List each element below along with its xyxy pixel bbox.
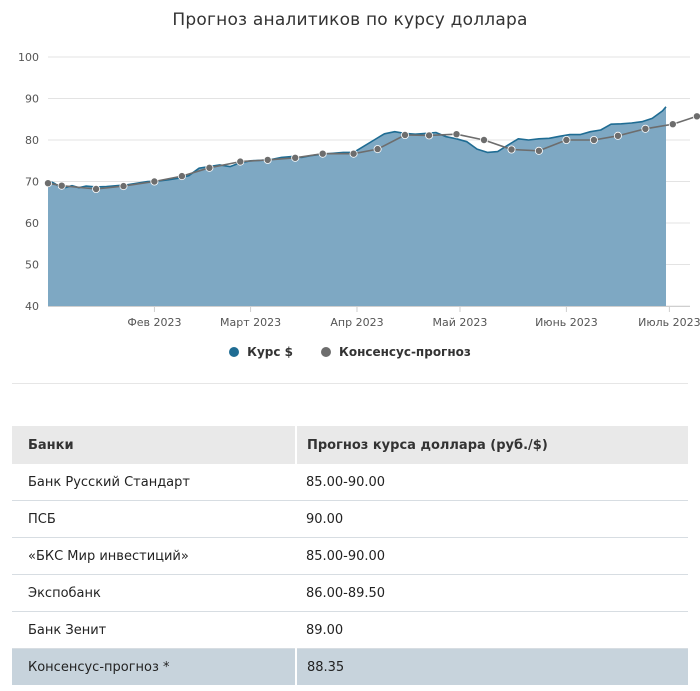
forecast-point	[425, 131, 434, 140]
table-row: ПСБ 90.00	[12, 500, 688, 538]
table-cell-bank: «БКС Мир инвестиций»	[12, 537, 296, 575]
table-cell-bank: Экспобанк	[12, 574, 296, 612]
series-forecast-layer	[44, 112, 700, 193]
chart-plot: 40 50 60 70 80 90 100 Фев 2023 Март 2023 Апр 2023…	[18, 51, 700, 329]
x-tick-label: Июль 2023	[638, 316, 700, 329]
table-cell-total-label: Консенсус-прогноз *	[12, 648, 296, 685]
table-header-banks: Банки	[12, 426, 296, 464]
forecast-point	[613, 131, 622, 140]
forecast-point	[349, 149, 358, 158]
legend: Курс $ Консенсус-прогноз	[0, 345, 700, 359]
table-row-total: Консенсус-прогноз * 88.35	[12, 648, 688, 685]
table-header-row: Банки Прогноз курса доллара (руб./$)	[12, 426, 688, 464]
table-row: «БКС Мир инвестиций» 85.00-90.00	[12, 537, 688, 575]
table-cell-forecast: 85.00-90.00	[295, 464, 688, 501]
legend-marker-forecast	[321, 347, 332, 357]
series-forecast-line	[47, 113, 700, 190]
forecast-point	[589, 135, 598, 144]
forecast-point	[44, 179, 53, 188]
forecast-point	[641, 124, 650, 133]
forecast-point	[92, 184, 101, 193]
forecast-point	[205, 163, 214, 172]
table-row: Банк Русский Стандарт 85.00-90.00	[12, 464, 688, 501]
series-rate-area	[48, 106, 666, 306]
y-tick-label: 100	[18, 51, 39, 64]
legend-item-rate[interactable]: Курс $	[229, 345, 293, 359]
forecast-point	[119, 182, 128, 191]
table-row: Экспобанк 86.00-89.50	[12, 574, 688, 612]
table-cell-total-value: 88.35	[294, 648, 688, 685]
table-cell-bank: Банк Зенит	[12, 611, 296, 649]
y-tick-label: 60	[25, 217, 39, 230]
table-cell-forecast: 85.00-90.00	[295, 537, 688, 575]
y-tick-label: 50	[25, 259, 39, 272]
x-tick-label: Март 2023	[220, 316, 281, 329]
forecast-point	[150, 177, 159, 186]
y-tick-label: 80	[25, 134, 39, 147]
forecast-point	[534, 146, 543, 155]
table-cell-forecast: 89.00	[295, 611, 688, 649]
legend-label-rate: Курс $	[247, 345, 294, 359]
forecast-point	[400, 130, 409, 139]
legend-item-forecast[interactable]: Консенсус-прогноз	[321, 345, 471, 359]
forecast-point	[452, 130, 461, 139]
table-row: Банк Зенит 89.00	[12, 611, 688, 649]
table-cell-bank: Банк Русский Стандарт	[12, 464, 296, 501]
x-tick-label: Май 2023	[433, 316, 488, 329]
forecast-point	[177, 172, 186, 181]
x-tick-label: Июнь 2023	[535, 316, 598, 329]
table-cell-forecast: 90.00	[295, 500, 688, 538]
series-area-layer	[47, 106, 667, 306]
y-tick-label: 90	[25, 93, 39, 106]
legend-label-forecast: Консенсус-прогноз	[339, 345, 471, 359]
axis-layer: 40 50 60 70 80 90 100 Фев 2023 Март 2023 Апр 2023…	[18, 51, 700, 329]
forecast-point	[318, 149, 327, 158]
forecast-table: Банки Прогноз курса доллара (руб./$) Бан…	[12, 426, 688, 685]
forecast-point	[562, 135, 571, 144]
forecast-point	[57, 181, 66, 190]
legend-marker-rate	[229, 347, 240, 357]
forecast-point	[692, 112, 700, 121]
forecast-point	[668, 120, 677, 129]
x-tick-label: Апр 2023	[330, 316, 383, 329]
table-cell-bank: ПСБ	[12, 500, 296, 538]
chart-title: Прогноз аналитиков по курсу доллара	[172, 10, 528, 30]
x-tick-label: Фев 2023	[127, 316, 181, 329]
forecast-point	[479, 135, 488, 144]
forecast-point	[373, 145, 382, 154]
table-cell-forecast: 86.00-89.50	[295, 574, 688, 612]
divider	[12, 383, 688, 384]
forecast-point	[507, 145, 516, 154]
forecast-point	[263, 155, 272, 164]
y-tick-label: 40	[25, 300, 39, 313]
forecast-point	[236, 157, 245, 166]
y-tick-label: 70	[25, 176, 39, 189]
forecast-point	[291, 153, 300, 162]
table-header-forecast: Прогноз курса доллара (руб./$)	[294, 426, 688, 464]
